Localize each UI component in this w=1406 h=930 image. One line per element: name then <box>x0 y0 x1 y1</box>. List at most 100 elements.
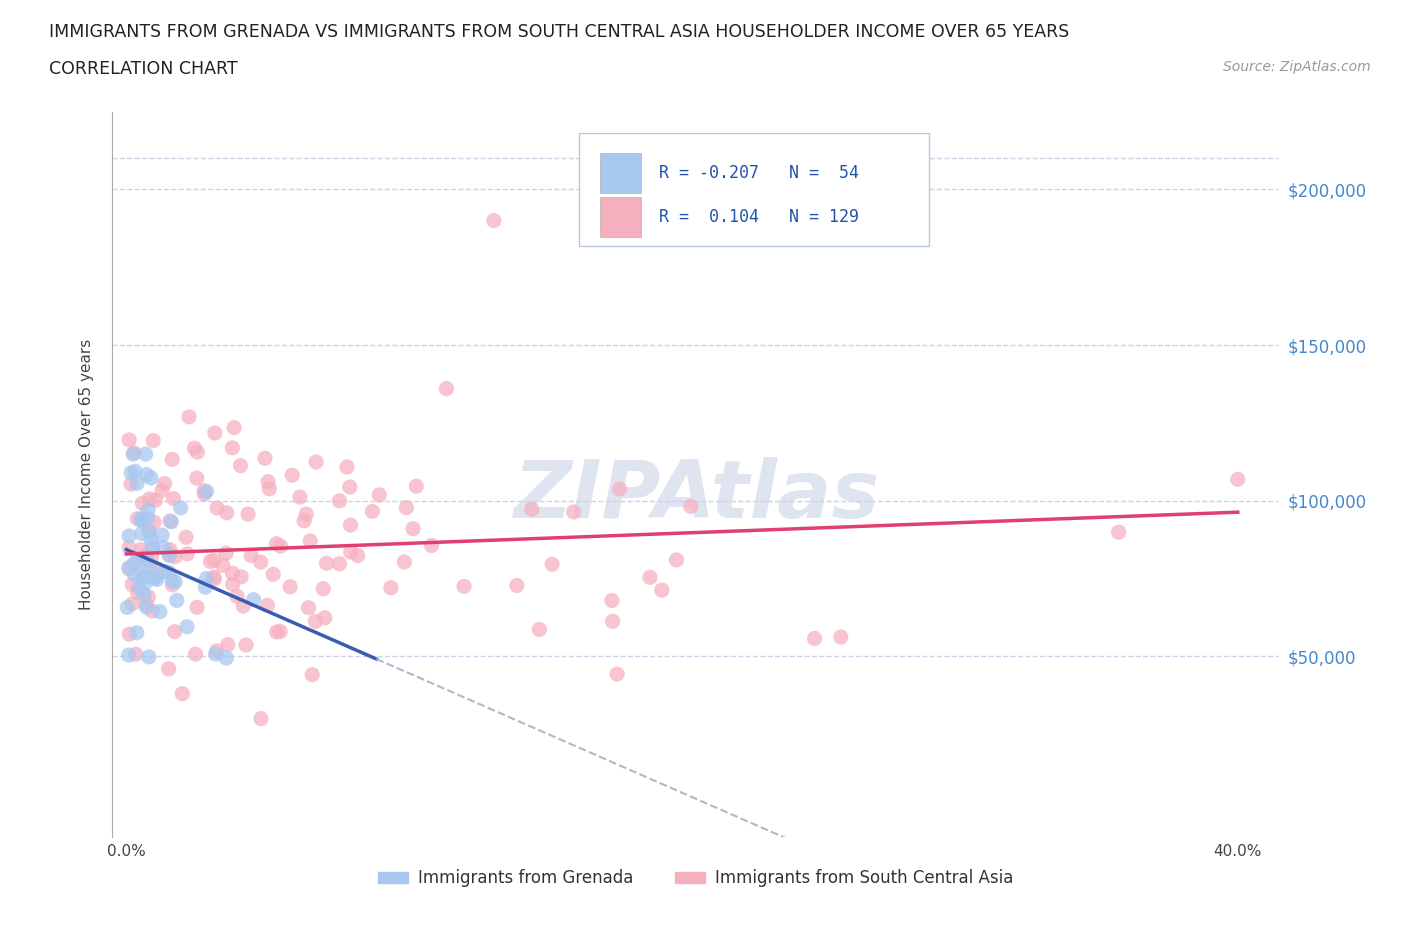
Point <box>159 513 181 528</box>
FancyBboxPatch shape <box>579 133 929 246</box>
Point <box>312 581 335 596</box>
Point <box>134 587 156 602</box>
Point <box>204 571 226 586</box>
Point <box>830 630 852 644</box>
Point <box>150 527 173 542</box>
Point <box>436 381 458 396</box>
Point <box>346 548 368 563</box>
Point <box>602 614 624 629</box>
Point <box>186 600 208 615</box>
Point <box>121 578 143 592</box>
Point <box>163 624 186 639</box>
Point <box>250 711 273 726</box>
Y-axis label: Householder Income Over 65 years: Householder Income Over 65 years <box>79 339 94 610</box>
Point <box>120 465 142 480</box>
Point <box>135 600 157 615</box>
Point <box>270 538 292 553</box>
Point <box>224 420 246 435</box>
Point <box>249 555 271 570</box>
Point <box>204 426 226 441</box>
Point <box>134 569 156 584</box>
Point <box>149 604 172 619</box>
Point <box>124 566 146 581</box>
Text: R =  0.104   N = 129: R = 0.104 N = 129 <box>658 207 859 226</box>
Point <box>131 526 153 541</box>
Point <box>153 564 176 578</box>
Point <box>131 496 153 511</box>
Point <box>135 597 157 612</box>
Point <box>121 596 143 611</box>
Point <box>242 592 264 607</box>
Point <box>138 590 160 604</box>
Point <box>150 483 173 498</box>
Legend: Immigrants from Grenada, Immigrants from South Central Asia: Immigrants from Grenada, Immigrants from… <box>371 863 1021 894</box>
Point <box>131 555 153 570</box>
Point <box>288 489 311 504</box>
Point <box>405 479 427 494</box>
Point <box>145 493 167 508</box>
Point <box>160 514 183 529</box>
Point <box>262 567 284 582</box>
Point <box>259 482 281 497</box>
Point <box>1226 472 1249 486</box>
Point <box>172 686 194 701</box>
Point <box>301 668 323 683</box>
Point <box>183 441 205 456</box>
Point <box>184 646 207 661</box>
Point <box>124 647 146 662</box>
Point <box>176 619 198 634</box>
Point <box>122 556 145 571</box>
Point <box>138 649 160 664</box>
Point <box>281 468 304 483</box>
Point <box>153 476 176 491</box>
Point <box>193 486 215 501</box>
Point <box>127 552 149 567</box>
Point <box>145 561 167 576</box>
Point <box>127 512 149 526</box>
Point <box>200 554 222 569</box>
Point <box>665 552 688 567</box>
Point <box>186 445 208 459</box>
Point <box>162 574 184 589</box>
Point <box>368 487 391 502</box>
Text: ZIPAtlas: ZIPAtlas <box>513 457 879 535</box>
Point <box>562 504 585 519</box>
Point <box>215 651 238 666</box>
Point <box>651 583 673 598</box>
Point <box>139 532 162 547</box>
Point <box>118 432 141 447</box>
Point <box>138 524 160 538</box>
Point <box>299 534 322 549</box>
Point <box>186 471 208 485</box>
Point <box>541 557 564 572</box>
Point <box>328 494 350 509</box>
Point <box>266 625 288 640</box>
Point <box>122 446 145 461</box>
Point <box>131 569 153 584</box>
Point <box>315 556 337 571</box>
Point <box>394 554 416 569</box>
Point <box>380 580 402 595</box>
Text: IMMIGRANTS FROM GRENADA VS IMMIGRANTS FROM SOUTH CENTRAL ASIA HOUSEHOLDER INCOME: IMMIGRANTS FROM GRENADA VS IMMIGRANTS FR… <box>49 23 1070 41</box>
Point <box>402 522 425 537</box>
Point <box>143 571 166 586</box>
Point <box>118 528 141 543</box>
Point <box>638 570 661 585</box>
Point <box>295 507 318 522</box>
Point <box>142 540 165 555</box>
Point <box>361 504 384 519</box>
Point <box>278 579 301 594</box>
Point <box>135 446 157 461</box>
Point <box>217 637 239 652</box>
Point <box>328 556 350 571</box>
Point <box>482 213 505 228</box>
Point <box>221 441 243 456</box>
Bar <box>600 153 641 193</box>
Point <box>529 622 551 637</box>
Point <box>215 505 238 520</box>
Point <box>395 500 418 515</box>
Point <box>139 471 162 485</box>
Point <box>159 542 181 557</box>
Point <box>221 565 243 580</box>
Point <box>304 614 326 629</box>
